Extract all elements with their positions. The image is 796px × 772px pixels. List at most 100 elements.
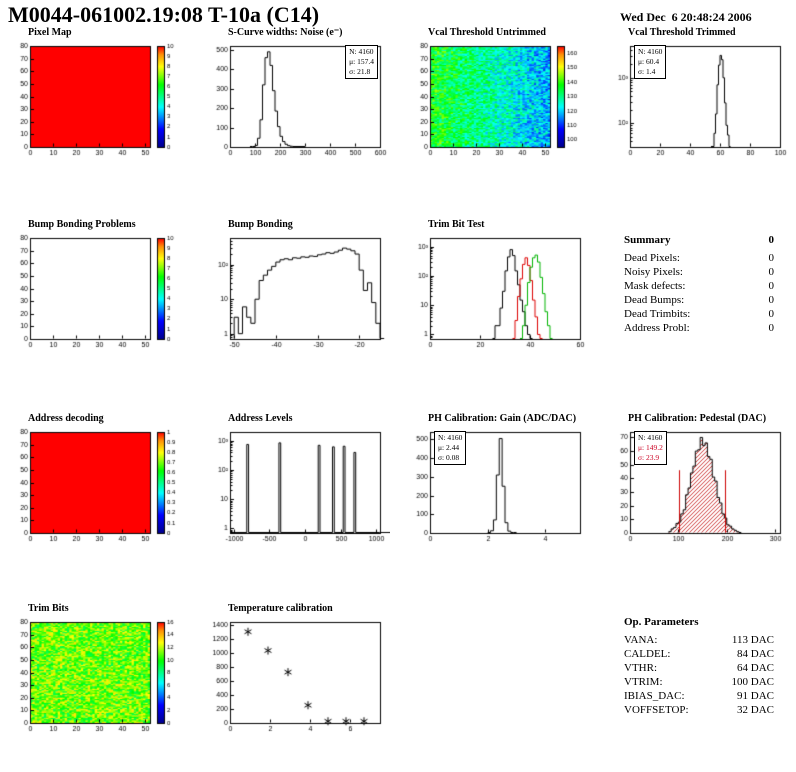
plot-title-temperature: Temperature calibration xyxy=(228,603,333,614)
summary-label: Dead Bumps: xyxy=(624,294,685,306)
stat-sigma: σ: 0.08 xyxy=(438,453,460,463)
stats-box-scurve: N: 4160 μ: 157.4 σ: 21.8 xyxy=(345,45,378,80)
summary-value: 0 xyxy=(768,266,775,278)
summary-label: Dead Pixels: xyxy=(624,252,680,264)
plot-title-ph-gain: PH Calibration: Gain (ADC/DAC) xyxy=(428,413,577,424)
op-value: 32 DAC xyxy=(737,704,774,716)
op-parameters-title: Op. Parameters xyxy=(624,616,699,628)
stat-n: N: 4160 xyxy=(638,47,663,56)
op-label: VTHR: xyxy=(624,662,657,674)
bump-bonding-histogram xyxy=(204,232,390,354)
summary-label: Mask defects: xyxy=(624,280,686,292)
stat-n: N: 4160 xyxy=(438,433,463,442)
stat-mu: μ: 2.44 xyxy=(438,443,460,453)
op-row-vthr: VTHR: 64 DAC xyxy=(624,661,774,675)
stat-sigma: σ: 21.8 xyxy=(349,67,371,77)
summary-value: 0 xyxy=(768,252,775,264)
op-row-caldel: CALDEL: 84 DAC xyxy=(624,647,774,661)
ph-gain-histogram xyxy=(404,426,590,548)
op-label: VTRIM: xyxy=(624,676,663,688)
summary-value: 0 xyxy=(768,322,775,334)
stat-n: N: 4160 xyxy=(349,47,374,56)
plot-title-trim-bit-test: Trim Bit Test xyxy=(428,219,485,230)
plot-title-trim-bits: Trim Bits xyxy=(28,603,69,614)
op-row-vtrim: VTRIM: 100 DAC xyxy=(624,675,774,689)
plot-title-address-decoding: Address decoding xyxy=(28,413,104,424)
trim-bit-test-histogram xyxy=(404,232,590,354)
ph-pedestal-histogram xyxy=(604,426,790,548)
panel-vcal-untrimmed: Vcal Threshold Untrimmed xyxy=(404,27,590,163)
summary-row-dead-trimbits: Dead Trimbits: 0 xyxy=(624,307,774,321)
op-parameters-block: Op. Parameters VANA: 113 DAC CALDEL: 84 … xyxy=(624,616,774,717)
op-value: 100 DAC xyxy=(731,676,774,688)
panel-temperature-calibration: Temperature calibration xyxy=(204,603,390,739)
stat-sigma: σ: 1.4 xyxy=(638,67,656,77)
plot-title-vcal-trimmed: Vcal Threshold Trimmed xyxy=(628,27,736,38)
panel-trim-bits: Trim Bits xyxy=(4,603,190,739)
summary-header: Summary 0 xyxy=(624,234,774,246)
vcal-untrimmed-heatmap xyxy=(404,40,590,162)
plot-title-bump-bonding: Bump Bonding xyxy=(228,219,293,230)
op-label: VANA: xyxy=(624,634,658,646)
summary-row-noisy-pixels: Noisy Pixels: 0 xyxy=(624,265,774,279)
stats-box-vcal-trimmed: N: 4160 μ: 60.4 σ: 1.4 xyxy=(634,45,667,80)
plot-title-pixel-map: Pixel Map xyxy=(28,27,72,38)
op-parameters-header: Op. Parameters xyxy=(624,616,774,628)
summary-row-dead-pixels: Dead Pixels: 0 xyxy=(624,251,774,265)
op-value: 113 DAC xyxy=(731,634,774,646)
plot-title-address-levels: Address Levels xyxy=(228,413,293,424)
temperature-calibration-scatter xyxy=(204,616,390,738)
summary-row-mask-defects: Mask defects: 0 xyxy=(624,279,774,293)
stat-mu: μ: 60.4 xyxy=(638,57,660,67)
plot-title-scurve-noise: S-Curve widths: Noise (e⁻) xyxy=(228,27,343,38)
op-label: VOFFSETOP: xyxy=(624,704,689,716)
stat-mu: μ: 157.4 xyxy=(349,57,374,67)
bump-bonding-problems-map xyxy=(4,232,190,354)
stats-box-ph-pedestal: N: 4160 μ: 149.2 σ: 23.9 xyxy=(634,431,667,466)
panel-address-decoding: Address decoding xyxy=(4,413,190,549)
op-value: 91 DAC xyxy=(737,690,774,702)
plot-title-ph-pedestal: PH Calibration: Pedestal (DAC) xyxy=(628,413,767,424)
op-value: 64 DAC xyxy=(737,662,774,674)
summary-value: 0 xyxy=(768,308,775,320)
stats-box-ph-gain: N: 4160 μ: 2.44 σ: 0.08 xyxy=(434,431,467,466)
panel-ph-pedestal: PH Calibration: Pedestal (DAC) N: 4160 μ… xyxy=(604,413,790,549)
stat-sigma: σ: 23.9 xyxy=(638,453,660,463)
panel-ph-gain: PH Calibration: Gain (ADC/DAC) N: 4160 μ… xyxy=(404,413,590,549)
op-row-vana: VANA: 113 DAC xyxy=(624,633,774,647)
summary-label: Dead Trimbits: xyxy=(624,308,691,320)
plot-title-vcal-untrimmed: Vcal Threshold Untrimmed xyxy=(428,27,546,38)
vcal-trimmed-histogram xyxy=(604,40,790,162)
address-decoding-heatmap xyxy=(4,426,190,548)
summary-value: 0 xyxy=(768,294,775,306)
page-title: M0044-061002.19:08 T-10a (C14) xyxy=(8,2,320,27)
pixel-map-heatmap xyxy=(4,40,190,162)
summary-row-dead-bumps: Dead Bumps: 0 xyxy=(624,293,774,307)
panel-bump-bonding: Bump Bonding xyxy=(204,219,390,355)
panel-trim-bit-test: Trim Bit Test xyxy=(404,219,590,355)
panel-scurve-noise: S-Curve widths: Noise (e⁻) N: 4160 μ: 15… xyxy=(204,27,390,163)
op-row-voffsetop: VOFFSETOP: 32 DAC xyxy=(624,703,774,717)
panel-bump-bonding-problems: Bump Bonding Problems xyxy=(4,219,190,355)
panel-vcal-trimmed: Vcal Threshold Trimmed N: 4160 μ: 60.4 σ… xyxy=(604,27,790,163)
trim-bits-heatmap xyxy=(4,616,190,738)
panel-pixel-map: Pixel Map xyxy=(4,27,190,163)
summary-total: 0 xyxy=(768,234,775,246)
timestamp: Wed Dec 6 20:48:24 2006 xyxy=(620,10,752,24)
op-value: 84 DAC xyxy=(737,648,774,660)
summary-block: Summary 0 Dead Pixels: 0 Noisy Pixels: 0… xyxy=(624,234,774,335)
stat-mu: μ: 149.2 xyxy=(638,443,663,453)
op-row-ibias-dac: IBIAS_DAC: 91 DAC xyxy=(624,689,774,703)
summary-row-address-probl: Address Probl: 0 xyxy=(624,321,774,335)
summary-label: Noisy Pixels: xyxy=(624,266,683,278)
address-levels-histogram xyxy=(204,426,390,548)
op-label: IBIAS_DAC: xyxy=(624,690,685,702)
stat-n: N: 4160 xyxy=(638,433,663,442)
summary-title: Summary xyxy=(624,234,671,246)
summary-label: Address Probl: xyxy=(624,322,690,334)
summary-value: 0 xyxy=(768,280,775,292)
op-label: CALDEL: xyxy=(624,648,671,660)
panel-address-levels: Address Levels xyxy=(204,413,390,549)
plot-title-bump-problems: Bump Bonding Problems xyxy=(28,219,136,230)
